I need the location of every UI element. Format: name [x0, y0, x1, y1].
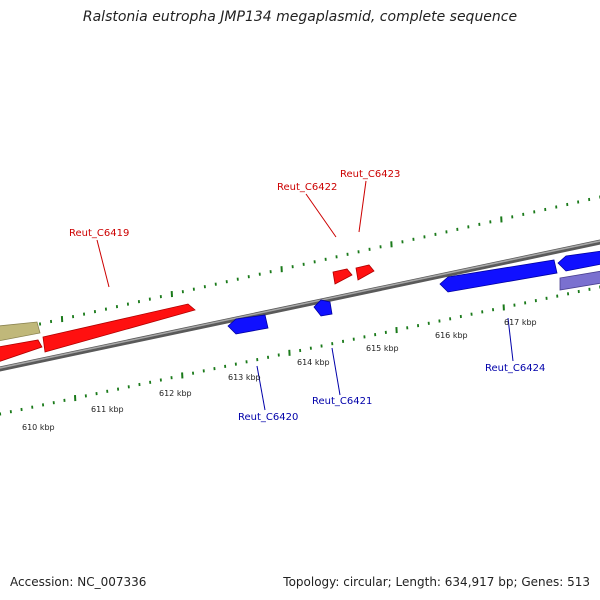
gene-bar-reverse-edge[interactable] — [557, 250, 600, 272]
forward-label-leaders — [96, 180, 367, 288]
gene-bar-other-reverse[interactable] — [559, 270, 600, 291]
reverse-gene-labels: Reut_C6420 Reut_C6421 Reut_C6424 — [238, 363, 545, 423]
scale-label: 617 kbp — [504, 318, 537, 327]
scale-label: 615 kbp — [366, 344, 399, 353]
scale-label: 614 kbp — [297, 358, 330, 367]
reverse-genes — [227, 250, 600, 335]
gene-bar-reut-c6424[interactable] — [439, 259, 558, 293]
gene-label-reut-c6424[interactable]: Reut_C6424 — [485, 363, 545, 374]
gene-bar-reut-c6420[interactable] — [227, 314, 269, 335]
scale-label: 616 kbp — [435, 331, 468, 340]
forward-ruler — [6, 195, 600, 334]
gene-label-reut-c6423[interactable]: Reut_C6423 — [340, 169, 400, 180]
gene-bar-other-forward[interactable] — [0, 321, 41, 342]
reverse-label-leaders — [256, 317, 514, 411]
gene-label-reut-c6421[interactable]: Reut_C6421 — [312, 396, 372, 407]
gene-bar-reut-c6421[interactable] — [313, 299, 333, 317]
scale-label: 613 kbp — [228, 373, 261, 382]
gene-label-reut-c6420[interactable]: Reut_C6420 — [238, 412, 298, 423]
map-title: Ralstonia eutropha JMP134 megaplasmid, c… — [82, 9, 518, 25]
scale-label: 611 kbp — [91, 405, 124, 414]
gene-bar-reut-c6423[interactable] — [355, 264, 375, 281]
gene-bar-forward[interactable] — [0, 339, 43, 362]
gene-bar-reut-c6419[interactable] — [42, 303, 196, 353]
gene-label-reut-c6419[interactable]: Reut_C6419 — [69, 228, 129, 239]
forward-gene-labels: Reut_C6419 Reut_C6422 Reut_C6423 — [69, 169, 400, 239]
gene-label-reut-c6422[interactable]: Reut_C6422 — [277, 182, 337, 193]
scale-labels: 610 kbp 611 kbp 612 kbp 613 kbp 614 kbp … — [22, 318, 537, 432]
accession-text: Accession: NC_007336 — [10, 575, 147, 589]
gene-bar-reut-c6422[interactable] — [332, 268, 353, 285]
reverse-ruler — [0, 285, 600, 416]
scale-label: 610 kbp — [22, 423, 55, 432]
backbone — [0, 239, 600, 372]
scale-label: 612 kbp — [159, 389, 192, 398]
summary-text: Topology: circular; Length: 634,917 bp; … — [283, 575, 590, 589]
forward-genes — [0, 264, 375, 362]
